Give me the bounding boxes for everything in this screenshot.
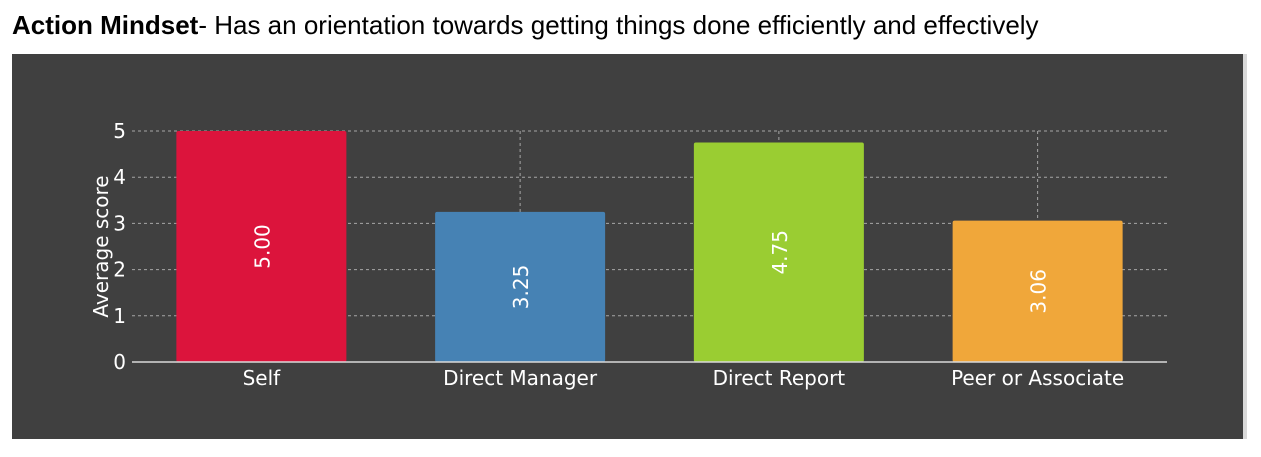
y-tick-label: 1	[113, 304, 126, 328]
y-tick-label: 0	[113, 350, 126, 374]
bar-self	[176, 131, 347, 362]
x-tick-label: Direct Manager	[443, 366, 598, 390]
data-label: 3.25	[509, 265, 533, 310]
y-axis-label: Average score	[89, 175, 113, 317]
bar-direct-manager	[435, 211, 606, 362]
chart-heading: Action Mindset- Has an orientation towar…	[12, 10, 1039, 41]
panel-edge	[1243, 54, 1247, 439]
y-tick-label: 4	[113, 165, 126, 189]
y-tick-label: 3	[113, 211, 126, 235]
bar-chart: 0 1 2 3 4 5 Average score 5.00 3.25 4.75 3.06 Self D…	[89, 119, 1167, 390]
data-label: 4.75	[768, 230, 792, 275]
x-tick-label: Direct Report	[713, 366, 846, 390]
heading-description: - Has an orientation towards getting thi…	[198, 10, 1039, 40]
x-tick-label: Peer or Associate	[951, 366, 1124, 390]
data-label: 5.00	[250, 224, 274, 269]
chart-panel: 0 1 2 3 4 5 Average score 5.00 3.25 4.75 3.06 Self D…	[12, 54, 1245, 439]
y-tick-label: 2	[113, 258, 126, 282]
bar-direct-report	[693, 142, 864, 362]
heading-bold: Action Mindset	[12, 10, 199, 40]
x-tick-label: Self	[243, 366, 282, 390]
y-tick-label: 5	[113, 119, 126, 143]
data-label: 3.06	[1027, 269, 1051, 314]
bar-peer-or-associate	[952, 220, 1123, 362]
